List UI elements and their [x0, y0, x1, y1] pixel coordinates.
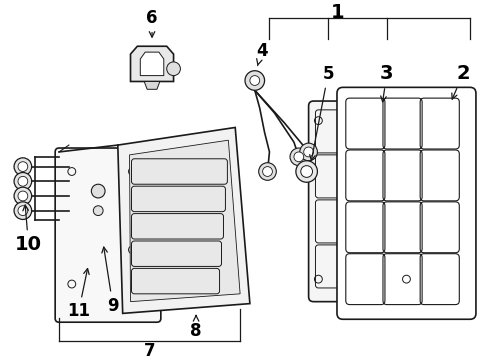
Text: 7: 7 [144, 342, 156, 360]
Polygon shape [140, 52, 164, 76]
Text: 10: 10 [15, 205, 42, 255]
Text: 8: 8 [190, 316, 202, 340]
Circle shape [14, 172, 32, 190]
Circle shape [18, 176, 28, 186]
Circle shape [296, 161, 318, 182]
Polygon shape [129, 140, 240, 302]
Text: 9: 9 [102, 247, 119, 315]
Circle shape [93, 206, 103, 216]
Circle shape [290, 148, 308, 166]
Text: 6: 6 [147, 9, 158, 37]
FancyBboxPatch shape [55, 148, 161, 322]
Circle shape [263, 167, 272, 176]
Circle shape [294, 152, 304, 162]
Circle shape [18, 206, 28, 216]
Circle shape [18, 162, 28, 171]
FancyBboxPatch shape [337, 87, 476, 319]
Text: 1: 1 [331, 3, 345, 22]
Circle shape [14, 187, 32, 205]
Text: 3: 3 [380, 64, 393, 102]
Circle shape [304, 147, 314, 157]
Text: 2: 2 [452, 64, 470, 99]
Polygon shape [130, 46, 173, 81]
Polygon shape [144, 81, 160, 89]
Circle shape [91, 184, 105, 198]
Circle shape [259, 163, 276, 180]
Circle shape [18, 191, 28, 201]
FancyBboxPatch shape [309, 101, 416, 302]
Circle shape [245, 71, 265, 90]
Text: 11: 11 [67, 269, 90, 320]
Polygon shape [118, 127, 250, 314]
Circle shape [300, 143, 318, 161]
Text: 4: 4 [256, 42, 268, 66]
Text: 5: 5 [310, 65, 334, 161]
Circle shape [301, 166, 313, 177]
Circle shape [250, 76, 260, 85]
Circle shape [14, 158, 32, 175]
Circle shape [14, 202, 32, 220]
Circle shape [167, 62, 180, 76]
